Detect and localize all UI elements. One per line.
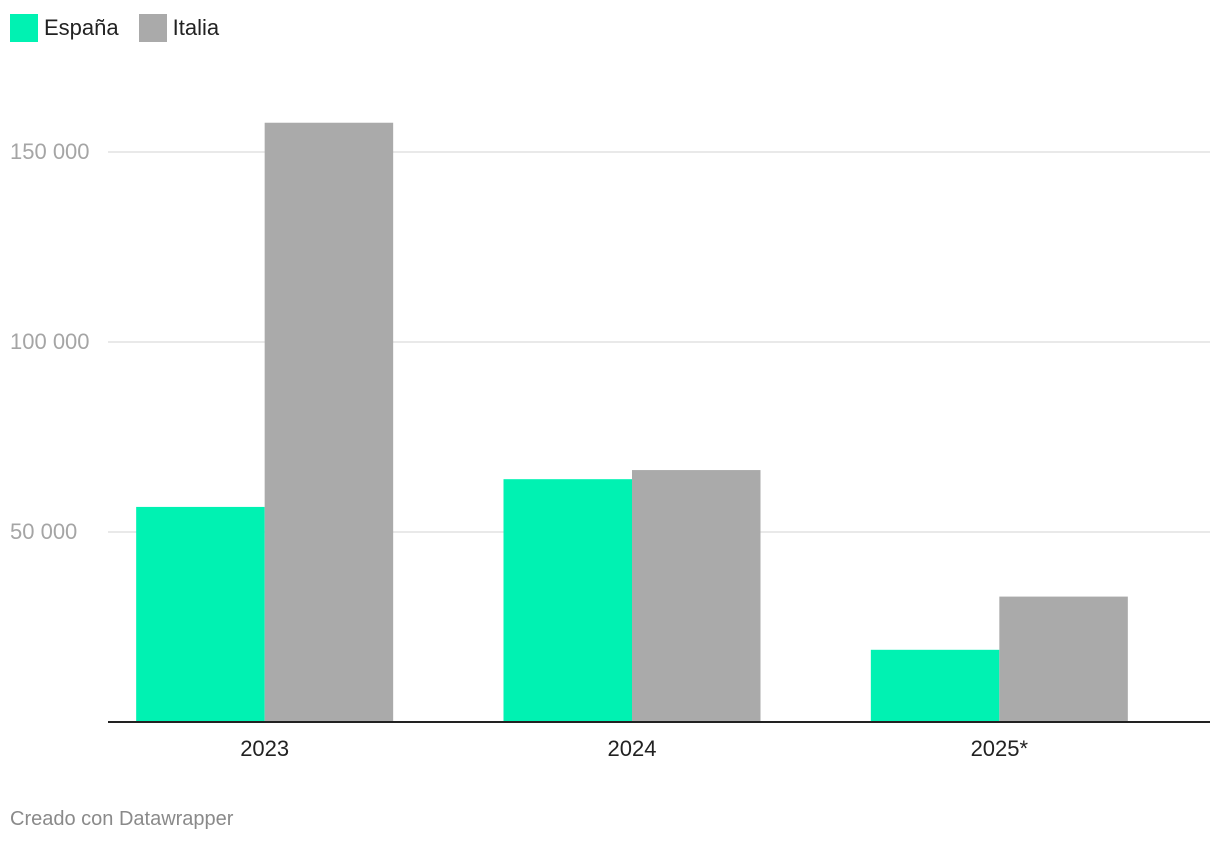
x-tick-label: 2024 [608,736,657,761]
x-tick-label: 2023 [240,736,289,761]
bar-espaa-2024 [503,479,632,722]
y-tick-label: 50 000 [10,519,77,544]
bar-italia-2024 [632,470,761,722]
legend-label-espana: España [44,15,119,40]
y-tick-label: 100 000 [10,329,90,354]
y-tick-label: 150 000 [10,139,90,164]
legend-item-italia: Italia [138,14,220,42]
x-tick-label: 2025* [971,736,1029,761]
bar-italia-2023 [264,122,394,723]
legend-swatch-italia [138,14,167,42]
legend-label-italia: Italia [172,15,220,40]
legend: España Italia [10,14,239,42]
bar-espaa-2023 [136,506,265,722]
bar-espaa-2025 [870,649,1000,722]
legend-item-espana: España [10,14,119,42]
bar-italia-2025 [999,596,1128,722]
footer-credit: Creado con Datawrapper [10,808,234,830]
legend-swatch-espana [10,14,38,42]
